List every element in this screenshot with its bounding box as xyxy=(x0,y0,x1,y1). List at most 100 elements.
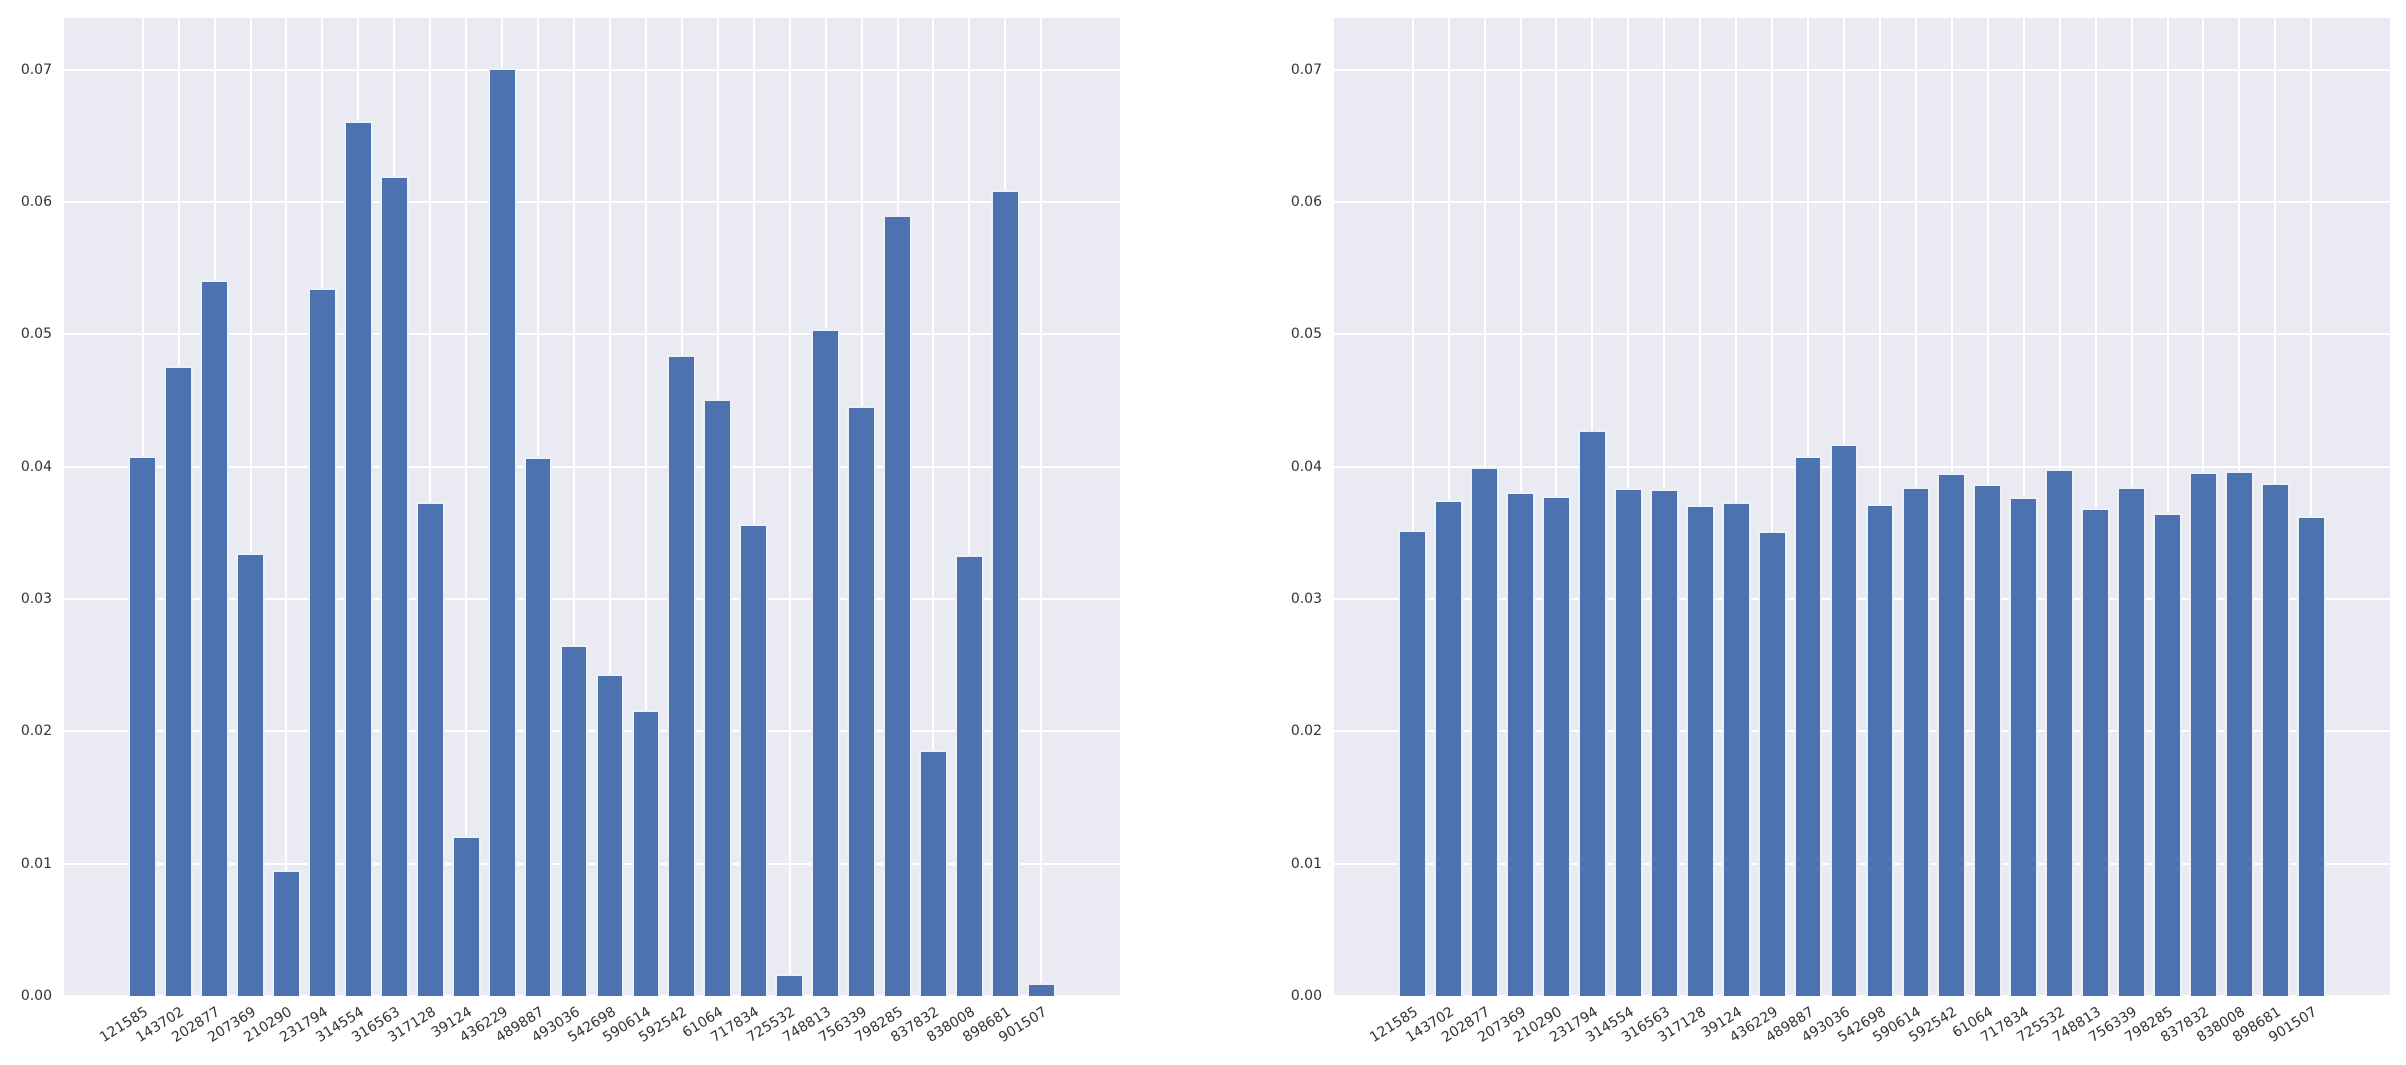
bar-210290 xyxy=(1542,495,1571,996)
bar-901507 xyxy=(2296,515,2326,996)
bar-717834 xyxy=(2009,497,2039,996)
x-gridline xyxy=(1411,18,1414,996)
y-gridline xyxy=(64,68,1120,71)
bar-838008 xyxy=(2225,470,2254,996)
y-tick-label: 0.04 xyxy=(1290,458,1322,475)
x-gridline xyxy=(644,18,647,996)
y-tick-label: 0.07 xyxy=(20,61,52,78)
plot-area-left xyxy=(64,18,1120,996)
bar-725532 xyxy=(2045,469,2075,996)
y-gridline xyxy=(1334,465,2390,468)
bar-314554 xyxy=(343,121,373,996)
bar-316563 xyxy=(1649,489,1679,996)
y-tick-label: 0.05 xyxy=(1290,326,1322,343)
bar-316563 xyxy=(379,175,409,996)
bar-898681 xyxy=(990,190,1020,996)
x-gridline xyxy=(2166,18,2169,996)
bar-436229 xyxy=(487,68,517,996)
bar-61064 xyxy=(1973,483,2003,996)
x-gridline xyxy=(1040,18,1043,996)
y-tick-label: 0.02 xyxy=(1290,723,1322,740)
bar-493036 xyxy=(1829,444,1859,996)
y-tick-label: 0.03 xyxy=(1290,590,1322,607)
y-gridline xyxy=(1334,68,2390,71)
bar-542698 xyxy=(595,674,625,996)
x-gridline xyxy=(2094,18,2097,996)
x-gridline xyxy=(752,18,755,996)
bar-489887 xyxy=(523,457,553,996)
bar-748813 xyxy=(2081,507,2110,996)
bar-210290 xyxy=(272,870,301,996)
bar-317128 xyxy=(1685,505,1715,996)
bar-61064 xyxy=(703,399,733,996)
y-gridline xyxy=(1334,200,2390,203)
y-tick-label: 0.02 xyxy=(20,723,52,740)
bar-39124 xyxy=(1721,502,1751,996)
bar-898681 xyxy=(2260,482,2290,996)
x-gridline xyxy=(573,18,576,996)
y-tick-label: 0.06 xyxy=(1290,193,1322,210)
x-gridline xyxy=(968,18,971,996)
x-gridline xyxy=(932,18,935,996)
y-tick-label: 0.07 xyxy=(1290,61,1322,78)
bar-837832 xyxy=(919,749,948,996)
bar-231794 xyxy=(1578,429,1607,996)
bar-592542 xyxy=(667,355,697,996)
bar-717834 xyxy=(739,523,769,996)
x-gridline xyxy=(608,18,611,996)
bar-590614 xyxy=(1901,486,1931,996)
bar-798285 xyxy=(2153,512,2182,996)
bar-39124 xyxy=(451,835,481,996)
bar-756339 xyxy=(847,405,876,996)
bar-756339 xyxy=(2117,486,2146,996)
bar-748813 xyxy=(811,329,840,996)
bar-202877 xyxy=(1470,466,1499,996)
y-gridline xyxy=(64,995,1120,996)
bar-143702 xyxy=(1434,499,1464,996)
bar-493036 xyxy=(559,645,589,996)
y-gridline xyxy=(1334,995,2390,996)
y-tick-label: 0.00 xyxy=(1290,988,1322,1004)
x-gridline xyxy=(1771,18,1774,996)
bar-592542 xyxy=(1937,473,1967,996)
y-gridline xyxy=(1334,333,2390,336)
bar-436229 xyxy=(1757,531,1787,996)
bar-317128 xyxy=(415,502,445,996)
bar-121585 xyxy=(128,456,158,996)
bar-901507 xyxy=(1026,982,1056,996)
bar-207369 xyxy=(236,552,265,996)
bar-542698 xyxy=(1865,503,1895,996)
y-gridline xyxy=(64,200,1120,203)
bar-231794 xyxy=(308,287,337,996)
y-tick-label: 0.01 xyxy=(1290,855,1322,872)
y-tick-label: 0.04 xyxy=(20,458,52,475)
bar-314554 xyxy=(1613,487,1643,996)
y-gridline xyxy=(1334,597,2390,600)
y-tick-label: 0.05 xyxy=(20,326,52,343)
y-gridline xyxy=(1334,730,2390,733)
y-gridline xyxy=(64,333,1120,336)
x-gridline xyxy=(285,18,288,996)
y-gridline xyxy=(1334,862,2390,865)
y-gridline xyxy=(64,465,1120,468)
y-gridline xyxy=(64,862,1120,865)
x-gridline xyxy=(465,18,468,996)
bar-143702 xyxy=(164,366,194,996)
bar-837832 xyxy=(2189,471,2218,996)
x-gridline xyxy=(2310,18,2313,996)
y-tick-label: 0.06 xyxy=(20,193,52,210)
bar-725532 xyxy=(775,973,805,996)
x-gridline xyxy=(788,18,791,996)
plot-area-right xyxy=(1334,18,2390,996)
y-gridline xyxy=(64,597,1120,600)
bar-590614 xyxy=(631,710,661,996)
y-tick-label: 0.03 xyxy=(20,590,52,607)
y-tick-label: 0.01 xyxy=(20,855,52,872)
y-gridline xyxy=(64,730,1120,733)
bar-838008 xyxy=(955,555,984,996)
bar-489887 xyxy=(1793,456,1823,996)
y-tick-label: 0.00 xyxy=(20,988,52,1004)
bar-121585 xyxy=(1398,530,1428,996)
bar-202877 xyxy=(200,280,229,996)
